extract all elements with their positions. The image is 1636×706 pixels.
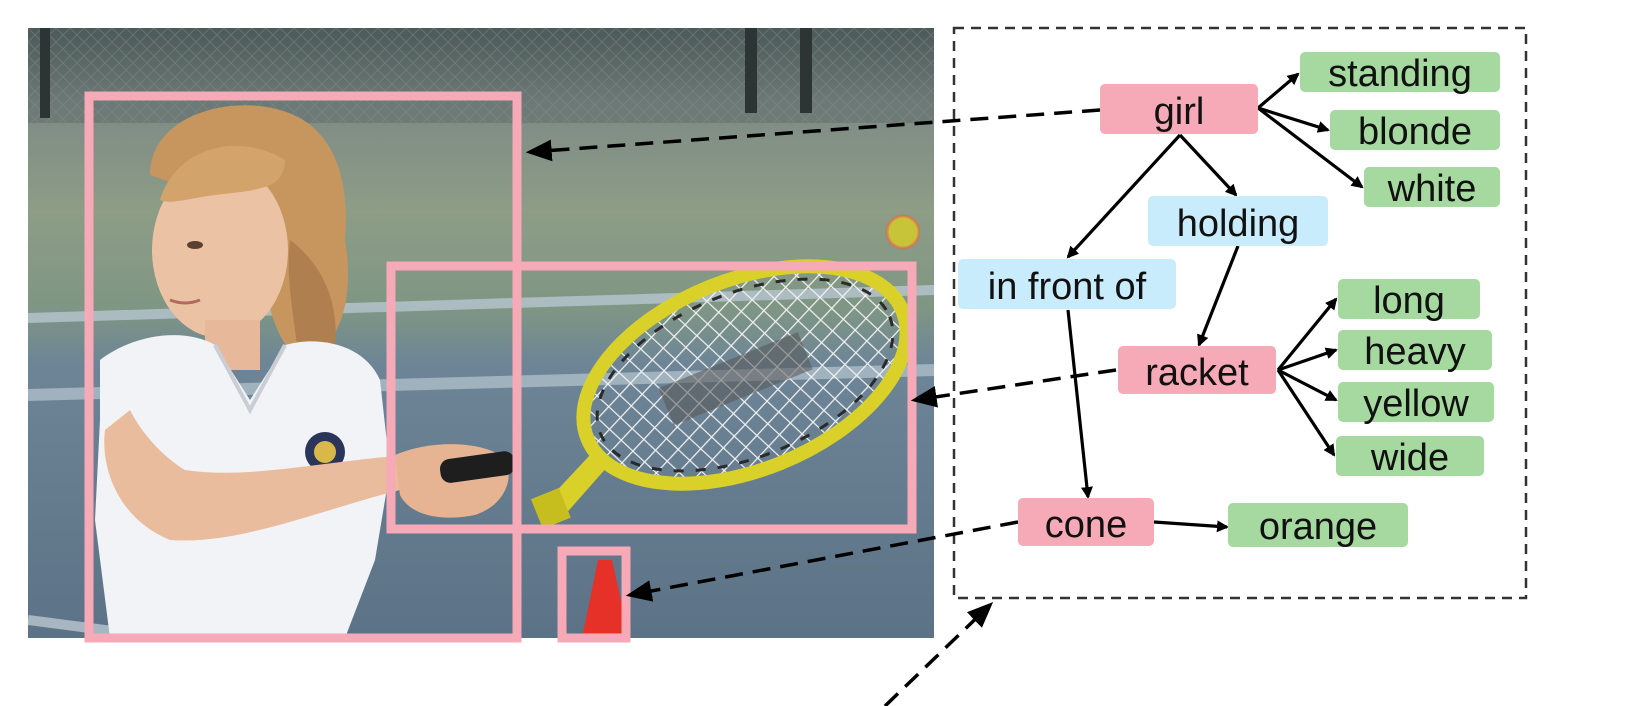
node-yellow-label: yellow bbox=[1363, 383, 1469, 425]
node-long-box bbox=[1338, 279, 1480, 319]
edge-holding-racket bbox=[1197, 245, 1240, 347]
node-holding-box bbox=[1148, 196, 1328, 246]
node-cone-box bbox=[1018, 498, 1154, 546]
edge-in-front-of-cone bbox=[1066, 309, 1093, 499]
racket-illustration bbox=[530, 259, 914, 529]
edge-racket-yellow bbox=[1277, 368, 1338, 402]
node-in-front-of-box bbox=[958, 259, 1176, 309]
node-holding-label: holding bbox=[1177, 203, 1300, 245]
edge-racket-wide bbox=[1276, 369, 1336, 457]
node-girl: girl bbox=[1100, 84, 1258, 134]
node-orange-label: orange bbox=[1259, 506, 1377, 548]
girl-grounding-arrow bbox=[525, 108, 1101, 162]
cone-grounding-arrow bbox=[625, 520, 1019, 602]
girl-bounding-box bbox=[84, 91, 522, 643]
racket-grounding-arrow bbox=[910, 368, 1117, 408]
node-orange: orange bbox=[1228, 503, 1408, 548]
panel-pointer-arrow bbox=[883, 601, 994, 706]
graph-nodes: girl standing blonde white holding in fr… bbox=[958, 52, 1500, 548]
node-yellow-box bbox=[1338, 382, 1494, 422]
node-holding: holding bbox=[1148, 196, 1328, 246]
edge-girl-white bbox=[1257, 106, 1364, 189]
node-orange-box bbox=[1228, 503, 1408, 547]
node-blonde: blonde bbox=[1330, 110, 1500, 153]
grounding-arrows bbox=[525, 108, 1117, 706]
node-heavy-label: heavy bbox=[1364, 331, 1465, 373]
node-white-label: white bbox=[1387, 168, 1477, 210]
node-standing-box bbox=[1300, 52, 1500, 92]
graph-edges bbox=[1066, 72, 1364, 533]
scene-graph-panel bbox=[952, 26, 1528, 600]
node-girl-box bbox=[1100, 84, 1258, 134]
tennis-photo bbox=[28, 28, 934, 638]
node-standing: standing bbox=[1300, 52, 1500, 95]
node-long: long bbox=[1338, 279, 1480, 322]
node-blonde-label: blonde bbox=[1358, 111, 1472, 153]
node-wide-label: wide bbox=[1370, 437, 1449, 479]
node-racket: racket bbox=[1118, 346, 1276, 394]
node-girl-label: girl bbox=[1154, 91, 1205, 133]
node-long-label: long bbox=[1373, 280, 1445, 322]
node-in-front-of: in front of bbox=[958, 259, 1176, 309]
edge-girl-standing bbox=[1256, 72, 1300, 110]
node-white-box bbox=[1364, 167, 1500, 207]
node-standing-label: standing bbox=[1328, 53, 1472, 95]
node-white: white bbox=[1364, 167, 1500, 210]
node-heavy: heavy bbox=[1338, 330, 1492, 373]
edge-racket-heavy bbox=[1277, 347, 1338, 372]
edge-girl-holding bbox=[1178, 133, 1238, 197]
edge-racket-long bbox=[1276, 297, 1338, 372]
node-wide: wide bbox=[1336, 436, 1484, 479]
node-blonde-box bbox=[1330, 110, 1500, 150]
node-in-front-of-label: in front of bbox=[988, 266, 1147, 308]
edge-girl-in-front-of bbox=[1066, 133, 1182, 259]
edge-girl-blonde bbox=[1257, 106, 1330, 133]
node-yellow: yellow bbox=[1338, 382, 1494, 425]
node-racket-label: racket bbox=[1145, 352, 1249, 394]
node-cone-label: cone bbox=[1045, 504, 1127, 546]
node-racket-box bbox=[1118, 346, 1276, 394]
node-wide-box bbox=[1336, 436, 1484, 476]
node-cone: cone bbox=[1018, 498, 1154, 546]
node-heavy-box bbox=[1338, 330, 1492, 370]
edge-cone-orange bbox=[1153, 520, 1229, 533]
